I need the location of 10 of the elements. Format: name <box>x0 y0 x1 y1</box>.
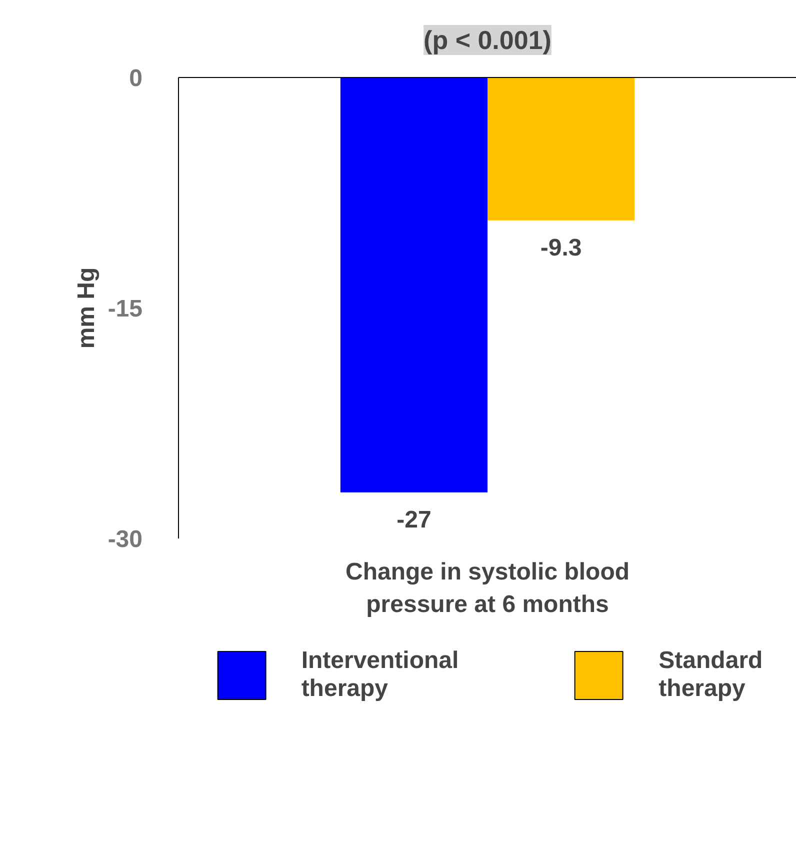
legend-label: Interventional therapy <box>301 646 459 704</box>
data-label: -27 <box>396 506 432 534</box>
data-label: -9.3 <box>540 234 582 262</box>
y-tick-label: -15 <box>108 296 142 322</box>
y-axis-title: mm Hg <box>72 267 100 349</box>
y-tick-label: -30 <box>108 526 142 553</box>
legend-label: Standard therapy <box>658 646 763 704</box>
y-tick-label: 0 <box>129 65 143 92</box>
x-axis-title: Change in systolic blood pressure at 6 months <box>345 558 630 618</box>
text: (p < 0.001) <box>424 25 552 55</box>
